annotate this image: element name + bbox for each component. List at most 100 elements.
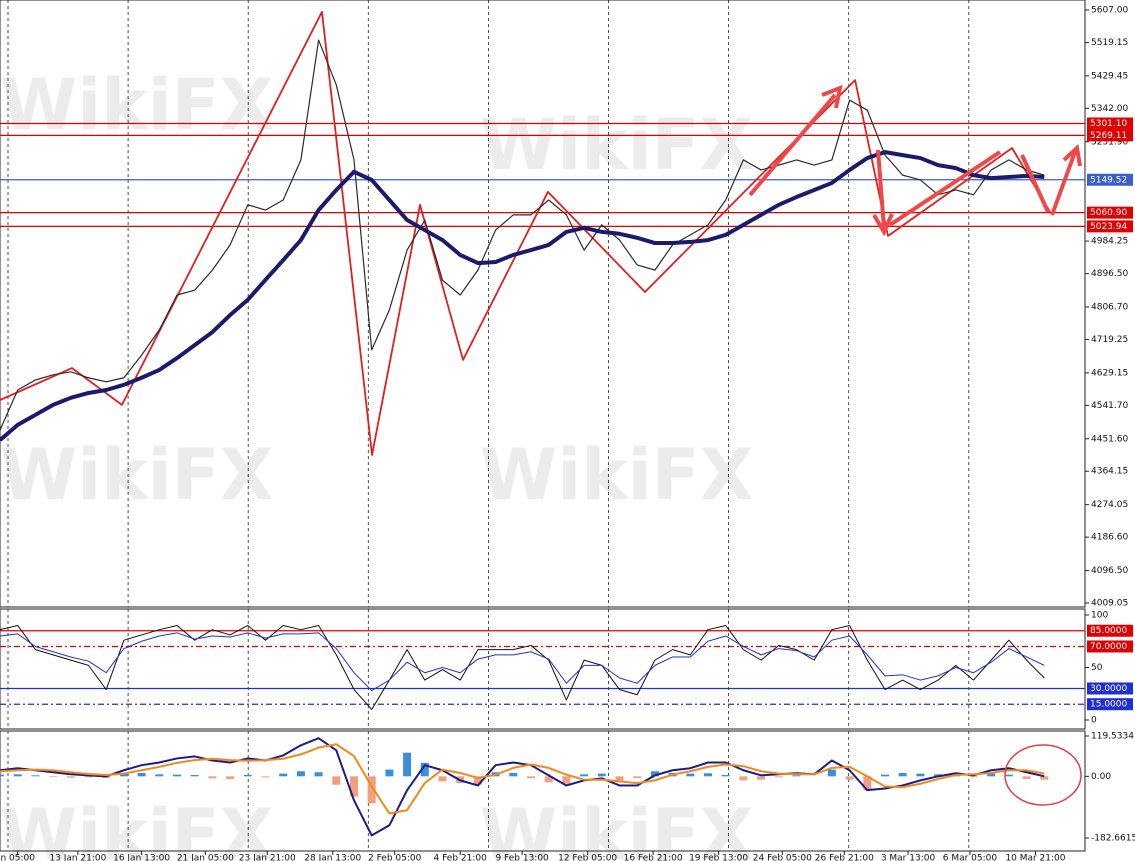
- y-tick-label: 0: [1091, 715, 1097, 725]
- data-line: [0, 150, 1045, 442]
- level-label: 70.0000: [1090, 642, 1127, 652]
- watermark: WikiFX: [0, 794, 274, 861]
- y-tick-label: 0.00: [1091, 772, 1111, 782]
- y-tick-label: 4984.25: [1091, 237, 1128, 247]
- data-line: [0, 624, 1045, 710]
- histogram-bar: [84, 776, 93, 778]
- x-tick-label: 3 Mar 13:00: [881, 854, 936, 861]
- histogram-bar: [31, 775, 40, 777]
- y-tick-label: -182.6615: [1091, 833, 1135, 843]
- y-tick-label: 4896.50: [1091, 269, 1128, 279]
- histogram-bar: [703, 773, 712, 777]
- x-tick-label: 21 Jan 05:00: [177, 854, 234, 861]
- x-tick-label: 28 Jan 13:00: [304, 854, 361, 861]
- y-tick-label: 100: [1091, 610, 1108, 620]
- x-tick-label: 4 Feb 21:00: [434, 854, 488, 861]
- y-tick-label: 5251.90: [1091, 137, 1128, 147]
- histogram-bar: [633, 776, 642, 779]
- x-tick-label: 16 Jan 13:00: [113, 854, 170, 861]
- data-line: [0, 39, 1045, 431]
- x-tick-label: 10 Mar 21:00: [1005, 854, 1065, 861]
- histogram-bar: [66, 776, 75, 778]
- histogram-bar: [880, 774, 889, 777]
- histogram-bar: [137, 772, 146, 777]
- histogram-bar: [261, 776, 270, 778]
- level-label-box: [1087, 117, 1133, 130]
- level-label-box: [1087, 129, 1133, 142]
- histogram-bar: [226, 776, 235, 780]
- arrow-head: [1062, 144, 1082, 167]
- y-tick-label: 4806.70: [1091, 302, 1128, 312]
- level-label-box: [1087, 640, 1133, 653]
- histogram-bar: [739, 776, 748, 781]
- panel-frame: [0, 0, 1086, 608]
- y-tick-label: 50: [1091, 663, 1103, 673]
- histogram-bar: [509, 772, 518, 777]
- level-label: 5269.11: [1090, 131, 1127, 141]
- watermarks: WikiFX WikiFX WikiFX WikiFX WikiFX WikiFX: [0, 64, 754, 861]
- x-tick-label: 23 Jan 21:00: [239, 854, 296, 861]
- histogram-bar: [916, 773, 925, 777]
- histogram-bar: [438, 776, 447, 782]
- arrow-head: [821, 84, 843, 109]
- histogram-bar: [473, 776, 482, 785]
- y-tick-label: 4629.15: [1091, 368, 1128, 378]
- level-label: 15.0000: [1090, 700, 1127, 710]
- histogram-bar: [332, 776, 341, 785]
- plot: 5607.00 5519.15 5429.45 5342.00 5251.90 4984.…: [0, 5, 1135, 861]
- y-tick-label: 4186.60: [1091, 533, 1128, 543]
- y-tick-label: 5342.00: [1091, 104, 1128, 114]
- histogram-bar: [987, 773, 996, 777]
- data-line: [0, 737, 1045, 837]
- histogram-bar: [597, 773, 606, 777]
- histogram-bar: [650, 771, 659, 777]
- histogram-bar: [774, 776, 783, 778]
- arrow: [748, 93, 837, 197]
- level-label-box: [1087, 206, 1133, 219]
- y-tick-label: 5519.15: [1091, 38, 1128, 48]
- y-tick-label: 4364.15: [1091, 467, 1128, 477]
- histogram-bar: [279, 773, 288, 777]
- histogram-bar: [580, 774, 589, 777]
- histogram-bar: [403, 752, 412, 777]
- histogram-bar: [190, 774, 199, 777]
- histogram-bar: [314, 772, 323, 777]
- level-label: 5023.94: [1090, 222, 1127, 232]
- histogram-bar: [757, 776, 766, 780]
- level-label-box: [1087, 698, 1133, 711]
- histogram-bar: [898, 772, 907, 777]
- x-tick-label: 2 Feb 05:00: [368, 854, 422, 861]
- panel-frame: [0, 730, 1086, 852]
- histogram-bar: [243, 774, 252, 777]
- x-tick-label: 16 Feb 21:00: [624, 854, 683, 861]
- histogram-bar: [969, 776, 978, 778]
- histogram-bar: [1022, 776, 1031, 780]
- histogram-bar: [296, 771, 305, 777]
- grid: [0, 0, 1086, 852]
- arrow: [876, 149, 886, 229]
- arrow: [888, 150, 1002, 227]
- histogram-bar: [119, 773, 128, 777]
- level-label: 85.0000: [1090, 626, 1127, 636]
- arrow: [1020, 154, 1050, 213]
- y-tick-label: 4541.70: [1091, 401, 1128, 411]
- histogram-bar: [349, 776, 358, 797]
- x-tick-label: 19 Feb 13:00: [689, 854, 748, 861]
- y-tick-label: 119.5334: [1091, 731, 1134, 741]
- data-line: [0, 743, 1045, 815]
- watermark: WikiFX: [0, 64, 274, 146]
- arrows: [748, 84, 1082, 237]
- x-tick-label: 24 Feb 05:00: [753, 854, 812, 861]
- watermark: WikiFX: [0, 434, 274, 516]
- arrow-head: [872, 213, 894, 237]
- highlight-circle: [1004, 744, 1082, 806]
- histogram-bar: [155, 774, 164, 777]
- x-tick-label: 12 Feb 05:00: [558, 854, 617, 861]
- y-tick-label: 4274.05: [1091, 500, 1128, 510]
- level-label: 30.0000: [1090, 684, 1127, 694]
- x-tick-label: n 05:00: [0, 854, 35, 861]
- histogram-bar: [686, 773, 695, 777]
- histogram-bar: [385, 769, 394, 777]
- panel-frame: [0, 608, 1086, 730]
